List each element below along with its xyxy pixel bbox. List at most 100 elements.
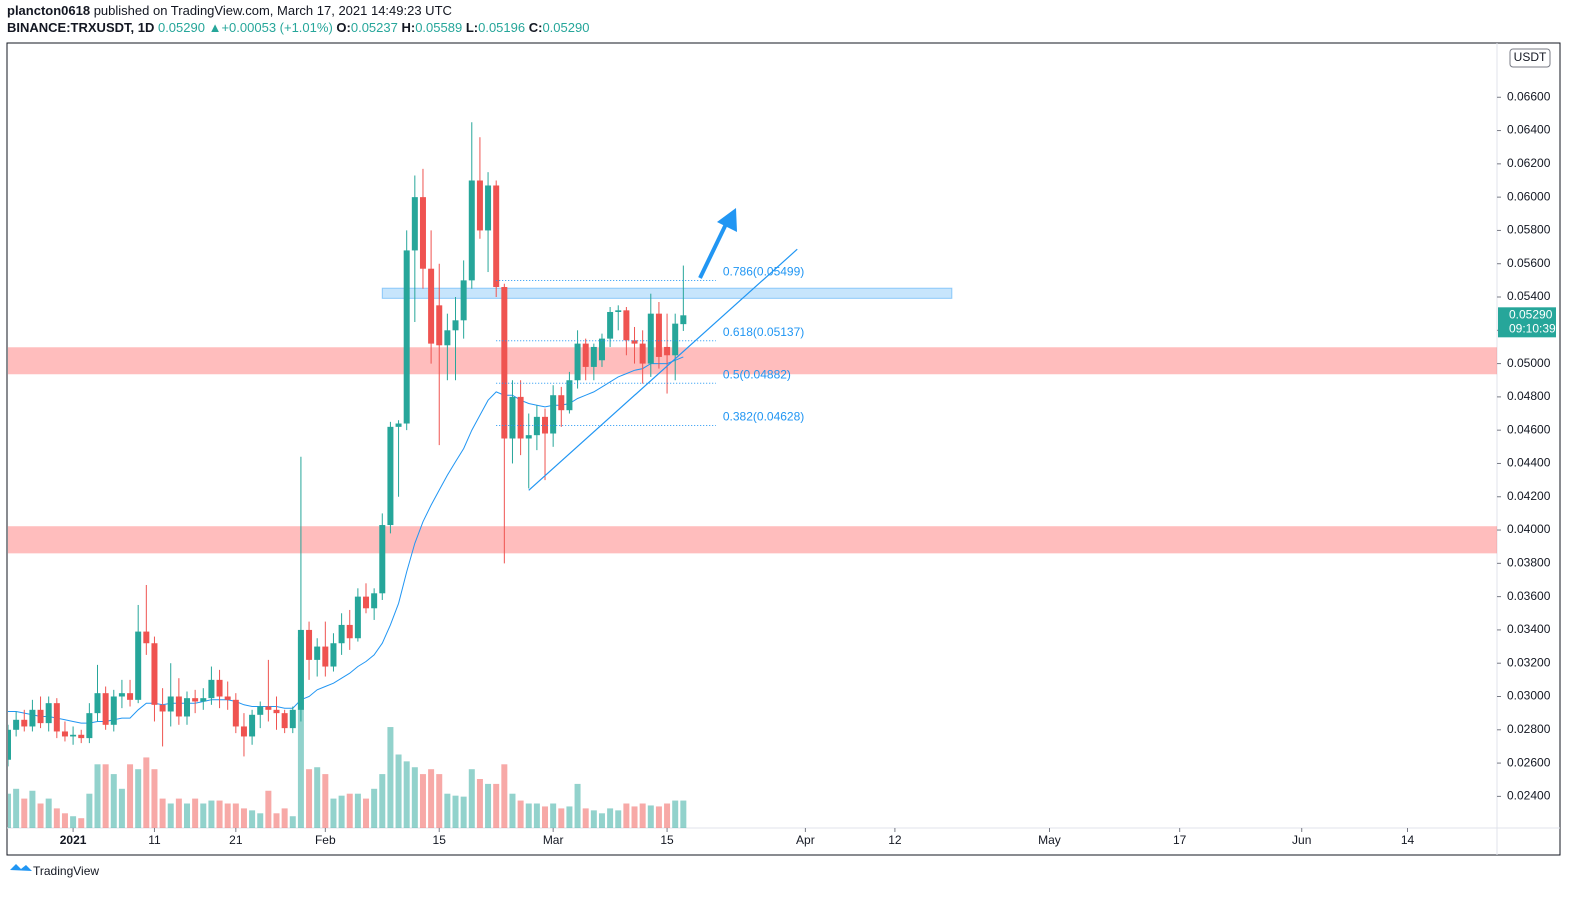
volume-bar bbox=[167, 803, 174, 828]
volume-bar bbox=[306, 769, 313, 828]
currency: USDT bbox=[1514, 50, 1547, 64]
candle-body bbox=[37, 709, 44, 724]
candle-body bbox=[379, 525, 386, 594]
volume-bar bbox=[192, 798, 199, 828]
candle-body bbox=[672, 323, 679, 356]
volume-bar bbox=[436, 774, 443, 828]
author: plancton0618 bbox=[7, 3, 90, 18]
l-label: L: bbox=[466, 20, 478, 35]
volume-bar bbox=[533, 803, 540, 828]
volume-bar bbox=[428, 769, 435, 828]
candle-body bbox=[167, 696, 174, 712]
header-line-1: plancton0618 published on TradingView.co… bbox=[7, 3, 452, 18]
price-tag-countdown: 09:10:39 bbox=[1509, 321, 1556, 335]
candle-body bbox=[363, 596, 370, 609]
volume-bar bbox=[135, 769, 142, 828]
candle-body bbox=[509, 396, 516, 439]
x-tick-label: 21 bbox=[229, 833, 243, 847]
support-zone bbox=[8, 347, 1497, 375]
volume-bar bbox=[460, 796, 467, 828]
volume-bar bbox=[127, 764, 134, 828]
volume-bar bbox=[607, 808, 614, 828]
volume-bar bbox=[281, 808, 288, 828]
candle-body bbox=[403, 250, 410, 424]
candle-body bbox=[306, 629, 313, 660]
volume-bar bbox=[550, 803, 557, 828]
volume-bar bbox=[387, 727, 394, 828]
candle-body bbox=[411, 197, 418, 251]
volume-bar bbox=[21, 798, 28, 828]
fib-label: 0.382(0.04628) bbox=[723, 410, 804, 424]
volume-bar bbox=[61, 813, 68, 828]
x-tick-label: May bbox=[1038, 833, 1061, 847]
volume-bar bbox=[200, 803, 207, 828]
volume-bar bbox=[647, 805, 654, 828]
volume-bar bbox=[143, 757, 150, 828]
volume-bar bbox=[8, 793, 11, 828]
candle-body bbox=[184, 698, 191, 717]
candle-body bbox=[102, 693, 109, 725]
x-tick-label: 15 bbox=[660, 833, 674, 847]
candle-body bbox=[192, 698, 199, 702]
candle-body bbox=[322, 646, 329, 667]
candle-body bbox=[574, 343, 581, 381]
candle-body bbox=[395, 423, 402, 427]
volume-bar bbox=[224, 803, 231, 828]
y-tick-label: 0.04000 bbox=[1507, 522, 1551, 536]
volume-bar bbox=[208, 800, 215, 828]
volume-bar bbox=[322, 774, 329, 828]
candle-body bbox=[143, 631, 150, 644]
candle-body bbox=[94, 693, 101, 714]
volume-bar bbox=[379, 774, 386, 828]
candle-body bbox=[623, 310, 630, 341]
y-tick-label: 0.06600 bbox=[1507, 89, 1551, 103]
volume-bar bbox=[110, 774, 117, 828]
candle-body bbox=[53, 703, 60, 732]
candle-body bbox=[314, 646, 321, 660]
volume-bar bbox=[151, 769, 158, 828]
y-tick-label: 0.04200 bbox=[1507, 489, 1551, 503]
fib-label: 0.786(0.05499) bbox=[723, 265, 804, 279]
x-tick-label: 2021 bbox=[60, 833, 87, 847]
change: ▲+0.00053 (+1.01%) bbox=[209, 20, 333, 35]
candle-body bbox=[338, 624, 345, 644]
volume-bar bbox=[493, 783, 500, 828]
volume-bar bbox=[249, 810, 256, 828]
volume-bar bbox=[590, 810, 597, 828]
price-tag-box bbox=[1498, 307, 1556, 338]
candle-body bbox=[631, 340, 638, 344]
volume-bar bbox=[297, 636, 304, 828]
volume-bar bbox=[78, 818, 85, 828]
volume-bar bbox=[371, 788, 378, 828]
candle-body bbox=[346, 624, 353, 639]
candle-body bbox=[208, 679, 215, 699]
c-label: C: bbox=[529, 20, 543, 35]
candle-body bbox=[525, 435, 532, 439]
candle-body bbox=[533, 416, 540, 436]
candle-body bbox=[273, 709, 280, 714]
y-tick-label: 0.04600 bbox=[1507, 422, 1551, 436]
logo-icon bbox=[10, 864, 32, 871]
candle-body bbox=[159, 704, 166, 712]
candle-body bbox=[45, 703, 52, 724]
candle-body bbox=[468, 180, 475, 281]
published: published on TradingView.com, March 17, … bbox=[90, 3, 452, 18]
volume-bar bbox=[631, 806, 638, 828]
candle-body bbox=[135, 631, 142, 700]
candle-body bbox=[566, 380, 573, 411]
volume-bar bbox=[623, 803, 630, 828]
volume-bar bbox=[517, 800, 524, 828]
candle-body bbox=[501, 287, 508, 439]
volume-bar bbox=[419, 774, 426, 828]
volume-bar bbox=[485, 783, 492, 828]
candle-body bbox=[607, 311, 614, 339]
candle-body bbox=[582, 343, 589, 367]
y-tick-label: 0.05000 bbox=[1507, 356, 1551, 370]
candle-body bbox=[615, 310, 622, 312]
o-label: O: bbox=[336, 20, 350, 35]
volume-bar bbox=[346, 793, 353, 828]
volume-bar bbox=[680, 800, 687, 828]
currency-badge bbox=[1509, 48, 1551, 68]
trendline bbox=[528, 248, 798, 491]
